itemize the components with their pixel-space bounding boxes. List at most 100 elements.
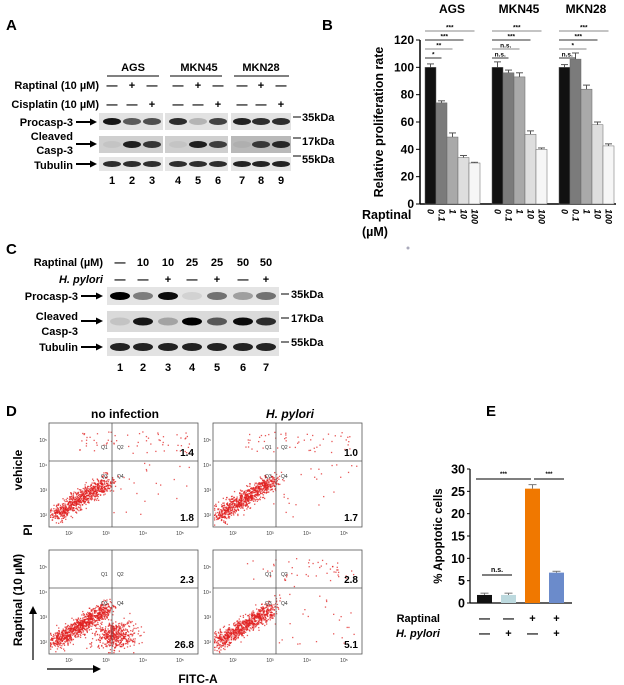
event-dot [126,634,129,636]
event-dot [86,497,89,500]
event-dot [234,625,237,627]
event-dot [83,491,86,493]
event-dot [259,621,261,624]
event-dot [335,571,337,573]
event-dot [124,623,127,626]
event-dot [228,624,230,626]
event-dot [242,629,244,631]
event-dot [246,498,248,500]
event-dot [263,440,266,443]
event-dot [86,631,88,634]
event-dot [115,643,117,646]
event-dot [267,618,269,621]
event-dot [297,436,299,438]
panel-b-letter: B [322,17,333,34]
event-dot [59,641,61,643]
event-dot [57,517,60,520]
event-dot [118,632,120,634]
event-dot [66,636,68,638]
hpylori-sign: + [263,274,269,286]
event-dot [251,624,253,626]
event-dot [246,629,248,632]
event-dot [91,615,93,617]
event-dot [79,619,81,621]
event-dot [63,638,65,641]
event-dot [238,622,240,624]
event-dot [254,495,256,497]
event-dot [244,495,246,497]
event-dot [82,492,85,494]
event-dot [258,613,260,616]
event-dot [226,523,228,525]
hpylori-sign: + [165,274,171,286]
event-dot [176,434,178,436]
event-dot [119,627,121,630]
event-dot [81,614,83,616]
event-dot [116,639,118,641]
event-dot [271,479,273,481]
blot-label-cleaved: Cleaved [36,311,78,323]
event-dot [78,495,81,498]
event-dot [76,629,78,632]
event-dot [215,633,218,635]
event-dot [51,510,53,512]
event-dot [258,609,260,611]
event-dot [108,644,110,646]
event-dot [307,615,309,618]
event-dot [248,629,250,631]
event-dot [81,628,84,630]
event-dot [88,496,91,498]
event-dot [58,639,60,641]
raptinal-sign: + [529,613,535,625]
x-tick-label: 10³ [266,658,274,664]
event-dot [102,618,104,620]
event-dot [111,644,114,647]
event-dot [103,613,105,615]
event-dot [263,485,265,488]
event-dot [112,624,114,626]
event-dot [257,493,259,495]
event-dot [81,501,83,503]
event-dot [249,619,251,622]
lane-number: 9 [278,175,284,187]
event-dot [260,603,263,606]
quadrant-label: Q2 [117,445,124,451]
event-dot [71,503,74,505]
event-dot [276,606,278,608]
event-dot [242,623,244,625]
event-dot [93,495,95,497]
x-tick-label: 0 [426,209,436,214]
event-dot [105,607,108,609]
bar [535,149,548,205]
event-dot [250,487,252,490]
event-dot [63,634,65,636]
event-dot [58,511,61,514]
event-dot [234,628,236,631]
event-dot [77,632,79,634]
event-dot [256,620,258,622]
event-dot [112,482,114,484]
event-dot [106,636,109,638]
event-dot [250,492,252,494]
event-dot [68,505,71,508]
event-dot [117,644,119,646]
raptinal-sign: + [553,613,559,625]
event-dot [262,479,264,481]
cleaved-band [169,141,187,148]
event-dot [275,600,278,602]
event-dot [273,477,275,479]
x-tick-label: 10² [229,658,237,664]
event-dot [237,630,239,633]
event-dot [227,631,229,634]
event-dot [107,610,109,613]
event-dot [318,504,320,506]
event-dot [269,486,272,489]
event-dot [259,617,261,619]
event-dot [80,621,82,623]
event-dot [240,499,243,502]
event-dot [63,638,66,640]
event-dot [58,636,60,638]
event-dot [96,494,98,496]
event-dot [226,638,229,640]
event-dot [92,491,94,494]
